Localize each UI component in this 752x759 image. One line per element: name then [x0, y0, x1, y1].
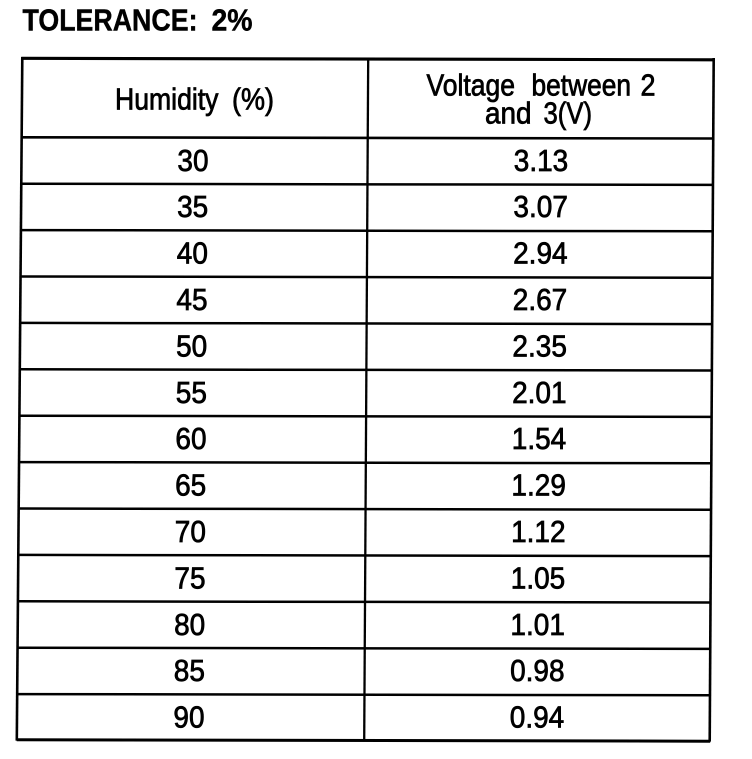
svg-text:1.05: 1.05: [511, 561, 565, 596]
svg-text:2: 2: [641, 68, 656, 103]
svg-text:80: 80: [174, 608, 205, 643]
svg-text:40: 40: [177, 236, 208, 271]
svg-text:3.07: 3.07: [513, 190, 567, 225]
svg-text:1.29: 1.29: [511, 468, 565, 503]
svg-text:60: 60: [175, 422, 206, 457]
svg-text:50: 50: [176, 329, 207, 364]
svg-text:2%: 2%: [212, 3, 253, 38]
svg-text:90: 90: [173, 700, 204, 735]
svg-text:3(V): 3(V): [544, 96, 593, 131]
svg-text:2.35: 2.35: [512, 329, 566, 364]
svg-text:55: 55: [176, 376, 207, 411]
svg-text:75: 75: [174, 561, 205, 596]
svg-text:85: 85: [174, 654, 205, 689]
svg-text:65: 65: [175, 468, 206, 503]
svg-text:2.94: 2.94: [513, 236, 567, 271]
svg-text:Voltage: Voltage: [427, 68, 516, 103]
svg-text:45: 45: [176, 283, 207, 318]
svg-text:1.01: 1.01: [510, 608, 564, 643]
svg-text:1.12: 1.12: [511, 515, 565, 550]
svg-text:Humidity: Humidity: [115, 82, 219, 117]
svg-text:0.94: 0.94: [510, 700, 564, 735]
svg-text:(%): (%): [232, 82, 274, 117]
svg-text:between: between: [532, 68, 632, 103]
svg-text:70: 70: [175, 515, 206, 550]
svg-text:and: and: [485, 96, 532, 131]
svg-text:3.13: 3.13: [514, 144, 568, 179]
svg-text:1.54: 1.54: [512, 422, 566, 457]
svg-text:2.01: 2.01: [512, 376, 566, 411]
svg-text:2.67: 2.67: [513, 283, 567, 318]
svg-text:TOLERANCE:: TOLERANCE:: [23, 3, 198, 38]
svg-text:35: 35: [177, 190, 208, 225]
svg-text:30: 30: [177, 144, 208, 179]
svg-text:0.98: 0.98: [510, 654, 564, 689]
